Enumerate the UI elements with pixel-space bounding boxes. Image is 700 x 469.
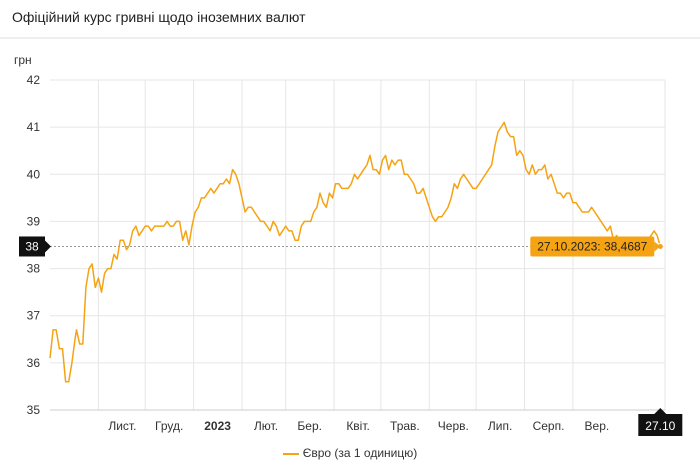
y-tick-label: 42 — [27, 73, 41, 87]
x-tick-label: Трав. — [390, 419, 420, 433]
crosshair-y-marker: 38 — [19, 236, 51, 257]
crosshair-y-text: 38 — [25, 239, 39, 253]
crosshair-y-pointer — [45, 240, 51, 253]
x-tick-label: Лют. — [254, 419, 278, 433]
legend-label: Євро (за 1 одиницю) — [302, 446, 418, 460]
y-tick-label: 41 — [27, 120, 41, 134]
tooltip: 27.10.2023: 38,4687 — [530, 236, 661, 257]
tooltip-text: 27.10.2023: 38,4687 — [537, 239, 647, 253]
y-tick-label: 37 — [27, 309, 41, 323]
x-tick-label: Черв. — [438, 419, 469, 433]
y-tick-label: 38 — [27, 262, 41, 276]
y-tick-label: 36 — [27, 356, 41, 370]
x-tick-label: 2023 — [204, 419, 231, 433]
tooltip-box — [530, 236, 655, 257]
legend-swatch — [282, 452, 299, 455]
crosshair-x-pointer — [654, 408, 667, 414]
y-axis-label: грн — [14, 53, 32, 67]
page-title: Офіційний курс гривні щодо іноземних вал… — [12, 9, 306, 25]
y-tick-label: 40 — [27, 167, 41, 181]
x-tick-label: Серп. — [533, 419, 565, 433]
x-tick-label: Лист. — [108, 419, 136, 433]
chart-legend[interactable]: Євро (за 1 одиницю) — [0, 446, 700, 460]
x-tick-label: Бер. — [297, 419, 322, 433]
crosshair-x-marker: 27.10 — [638, 408, 683, 436]
crosshair-y-box — [19, 236, 45, 257]
x-tick-label: Лип. — [488, 419, 512, 433]
x-tick-label: Вер. — [585, 419, 610, 433]
x-tick-label: Квіт. — [346, 419, 370, 433]
header-divider — [0, 37, 700, 39]
y-tick-label: 35 — [27, 403, 41, 417]
x-tick-label: Груд. — [155, 419, 183, 433]
crosshair-x-box — [638, 414, 683, 436]
y-tick-label: 39 — [27, 214, 41, 228]
series-line-euro — [49, 121, 662, 383]
tooltip-pointer — [654, 241, 661, 252]
crosshair-x-text: 27.10 — [645, 419, 675, 433]
